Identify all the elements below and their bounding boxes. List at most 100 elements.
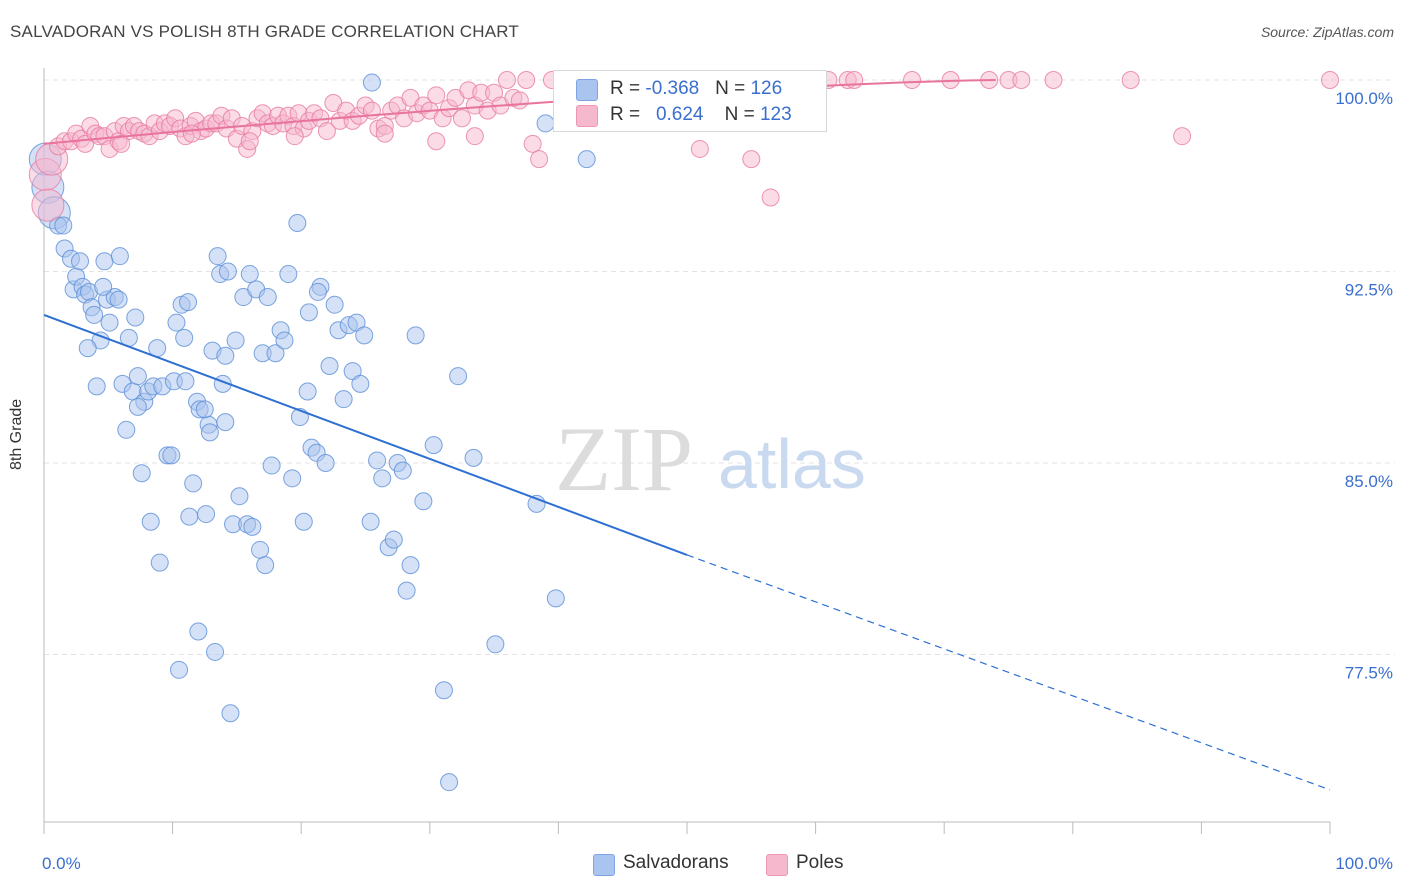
legend-swatch-poles <box>766 854 788 876</box>
salvadoran-point <box>373 469 392 488</box>
salvadoran-point <box>150 553 169 572</box>
salvadoran-point <box>406 326 425 345</box>
legend-n-label: N = <box>724 104 760 125</box>
legend-n-value: 123 <box>759 104 792 125</box>
legend-r-value: -0.368 <box>645 78 700 99</box>
salvadoran-point <box>226 331 245 350</box>
salvadoran-point <box>180 507 199 526</box>
salvadoran-point <box>132 464 151 483</box>
salvadoran-point <box>414 492 433 511</box>
legend-r-value: 0.624 <box>655 104 704 125</box>
salvadoran-point <box>283 469 302 488</box>
pole-point <box>761 188 780 207</box>
pole-point <box>465 127 484 146</box>
salvadoran-point <box>288 213 307 232</box>
salvadoran-point <box>362 73 381 92</box>
salvadoran-point <box>334 390 353 409</box>
pole-point <box>1012 71 1031 89</box>
salvadoran-point <box>351 374 370 393</box>
salvadoran-point <box>384 530 403 549</box>
salvadoran-point <box>577 150 596 169</box>
salvadoran-point <box>126 308 145 327</box>
salvadoran-point <box>216 413 235 432</box>
salvadoran-point <box>230 487 249 506</box>
salvadoran-point <box>240 265 259 284</box>
pole-point <box>497 71 516 89</box>
y-tick-labels: 100.0% 92.5% 85.0% 77.5% <box>1335 89 1393 683</box>
salvadoran-point <box>397 581 416 600</box>
salvadorans-trend-extension <box>686 554 1331 791</box>
salvadoran-point <box>221 704 240 723</box>
salvadoran-point <box>87 377 106 396</box>
salvadoran-point <box>218 262 237 281</box>
source-label: Source: ZipAtlas.com <box>1260 24 1394 40</box>
salvadoran-point <box>308 282 327 301</box>
salvadoran-point <box>275 331 294 350</box>
pole-point <box>112 134 131 153</box>
x-tick-label: 100.0% <box>1335 854 1393 873</box>
pole-point <box>903 71 922 89</box>
salvadoran-point <box>316 454 335 472</box>
salvadoran-point <box>100 313 119 332</box>
salvadoran-point <box>298 382 317 401</box>
pole-point <box>1321 71 1339 89</box>
salvadoran-point <box>299 303 318 322</box>
salvadoran-point <box>189 622 208 641</box>
pole-point <box>530 150 549 169</box>
salvadoran-point <box>464 448 483 467</box>
salvadoran-point <box>258 288 277 307</box>
x-tick-labels: 0.0% 100.0% <box>42 854 1393 873</box>
pole-point <box>510 91 529 110</box>
salvadoran-point <box>262 456 281 475</box>
pole-point <box>452 109 471 128</box>
salvadoran-point <box>393 461 412 480</box>
salvadoran-point <box>361 512 380 531</box>
salvadoran-point <box>243 517 262 536</box>
salvadoran-point <box>71 252 90 271</box>
salvadoran-point <box>94 277 113 296</box>
pole-point <box>742 150 761 169</box>
y-tick-label: 85.0% <box>1345 472 1393 491</box>
salvadoran-point <box>440 773 459 792</box>
salvadoran-point <box>109 290 128 309</box>
pole-point <box>182 124 201 143</box>
salvadoran-point <box>197 505 216 524</box>
salvadoran-point <box>54 216 73 235</box>
salvadoran-point <box>536 114 555 133</box>
pole-point <box>517 71 536 89</box>
salvadoran-point <box>368 451 387 470</box>
chart-title: SALVADORAN VS POLISH 8TH GRADE CORRELATI… <box>10 22 519 41</box>
legend-swatch-salvadorans <box>593 854 615 876</box>
grid-lines <box>44 79 1395 655</box>
legend-r-label: R = <box>610 78 646 99</box>
salvadoran-point <box>78 339 97 358</box>
watermark-atlas: atlas <box>718 425 866 503</box>
pole-point <box>1173 127 1192 146</box>
pole-point <box>285 127 304 146</box>
pole-point <box>523 134 542 153</box>
legend-swatch-salvadorans <box>576 79 598 101</box>
salvadoran-point <box>401 556 420 575</box>
salvadoran-point <box>176 372 195 391</box>
salvadoran-point <box>320 356 339 375</box>
y-axis-label: 8th Grade <box>8 398 25 470</box>
salvadoran-point <box>355 326 374 345</box>
salvadoran-point <box>117 420 136 439</box>
salvadoran-point <box>162 446 181 465</box>
salvadoran-point <box>85 305 104 324</box>
salvadoran-point <box>486 635 505 654</box>
y-tick-label: 77.5% <box>1345 664 1393 683</box>
salvadoran-point <box>167 313 186 332</box>
salvadoran-point <box>434 681 453 700</box>
salvadoran-point <box>110 247 129 266</box>
salvadoran-point <box>95 252 114 271</box>
pole-point <box>845 71 864 89</box>
pole-point <box>427 132 446 151</box>
salvadoran-point <box>424 436 443 455</box>
pole-point <box>427 86 446 105</box>
pole-point <box>1044 71 1063 89</box>
salvadoran-point <box>325 295 344 314</box>
trend-lines <box>43 79 1331 791</box>
salvadoran-point <box>208 247 227 266</box>
